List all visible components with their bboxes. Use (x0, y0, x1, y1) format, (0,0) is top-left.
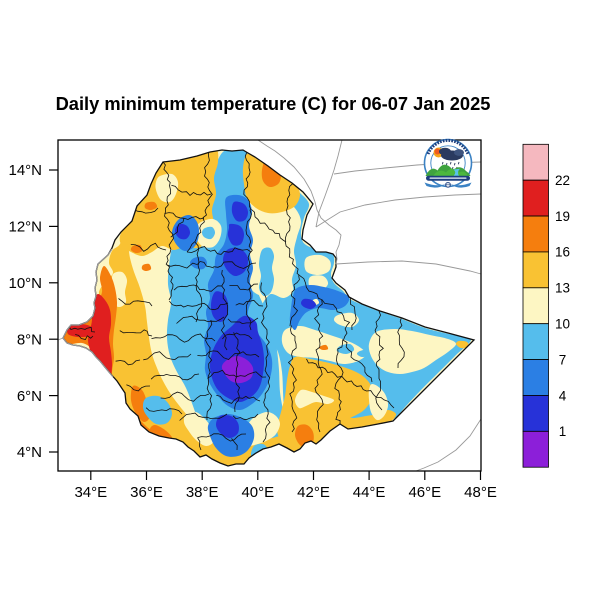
svg-text:4: 4 (559, 388, 567, 403)
svg-text:6°N: 6°N (17, 388, 42, 405)
svg-text:12°N: 12°N (8, 219, 42, 236)
svg-text:36°E: 36°E (130, 484, 163, 501)
svg-text:48°E: 48°E (464, 484, 497, 501)
svg-text:14°N: 14°N (8, 162, 42, 179)
svg-text:22: 22 (555, 173, 570, 188)
svg-text:16: 16 (555, 245, 570, 260)
svg-text:44°E: 44°E (353, 484, 386, 501)
svg-text:1: 1 (559, 424, 567, 439)
svg-text:13: 13 (555, 281, 570, 296)
svg-text:7: 7 (559, 352, 567, 367)
svg-text:19: 19 (555, 209, 570, 224)
svg-text:10°N: 10°N (8, 275, 42, 292)
svg-text:10: 10 (555, 317, 570, 332)
svg-text:4°N: 4°N (17, 444, 42, 461)
svg-text:38°E: 38°E (186, 484, 219, 501)
svg-text:Daily minimum temperature (C): Daily minimum temperature (C) for 06-07 … (56, 93, 491, 114)
svg-text:42°E: 42°E (297, 484, 330, 501)
svg-text:34°E: 34°E (74, 484, 107, 501)
svg-text:46°E: 46°E (408, 484, 441, 501)
svg-text:40°E: 40°E (241, 484, 274, 501)
svg-text:8°N: 8°N (17, 331, 42, 348)
